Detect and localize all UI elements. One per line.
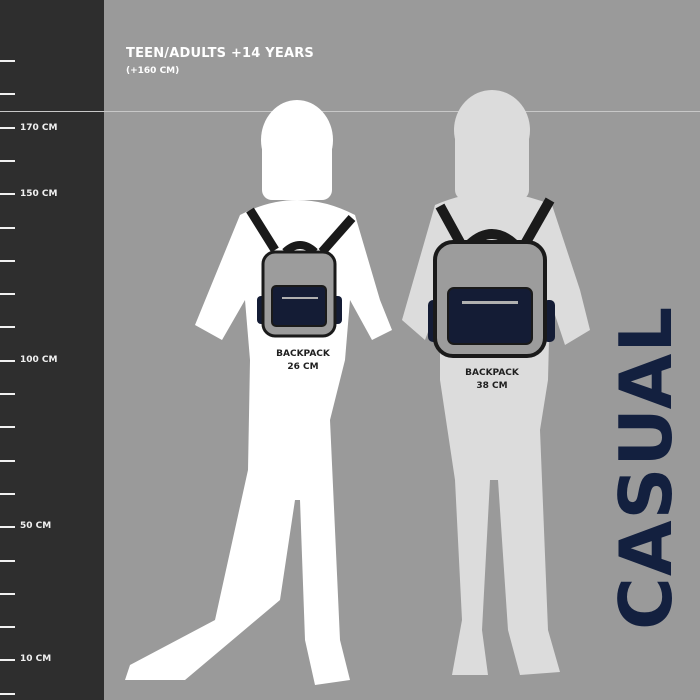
ruler-tick [0, 692, 15, 695]
ruler-tick [0, 659, 15, 662]
ruler-tick [0, 359, 15, 362]
ruler-label: 170 CM [20, 123, 58, 133]
ruler-tick [0, 60, 15, 62]
ruler-tick [0, 326, 15, 329]
backpack-small-label: BACKPACK 26 CM [263, 348, 343, 374]
ruler-tick [0, 293, 15, 296]
backpack-large-size: 38 CM [476, 381, 508, 391]
ruler-tick [0, 559, 15, 562]
height-reference-line [0, 111, 700, 112]
backpack-large-icon [428, 197, 555, 358]
ruler-label: 50 CM [20, 521, 52, 531]
ruler-tick [0, 426, 15, 429]
ruler-tick [0, 626, 15, 629]
backpack-small-size: 26 CM [287, 362, 319, 372]
backpack-small-name: BACKPACK [276, 349, 330, 359]
ruler-tick [0, 492, 15, 495]
brand-label: CASUAL [604, 305, 688, 630]
ruler-tick [0, 93, 15, 96]
ruler-label: 10 CM [20, 654, 52, 664]
backpack-small-icon [246, 207, 356, 338]
ruler-tick [0, 126, 15, 129]
ruler-tick [0, 393, 15, 395]
ruler-tick [0, 459, 15, 462]
silhouette-left [125, 100, 392, 685]
backpack-large-label: BACKPACK 38 CM [452, 367, 532, 393]
ruler-tick [0, 193, 15, 196]
ruler-label: 150 CM [20, 189, 58, 199]
ruler-tick [0, 159, 15, 162]
page-title: TEEN/ADULTS +14 YEARS [126, 46, 314, 61]
ruler-label: 100 CM [20, 355, 58, 365]
ruler-tick [0, 226, 15, 229]
height-ruler: 170 CM 150 CM 100 CM 50 CM 10 CM [0, 0, 104, 700]
backpack-large-name: BACKPACK [465, 368, 519, 378]
ruler-tick [0, 526, 15, 529]
ruler-tick [0, 592, 15, 595]
page-subtitle: (+160 CM) [126, 66, 180, 76]
ruler-tick [0, 259, 15, 262]
